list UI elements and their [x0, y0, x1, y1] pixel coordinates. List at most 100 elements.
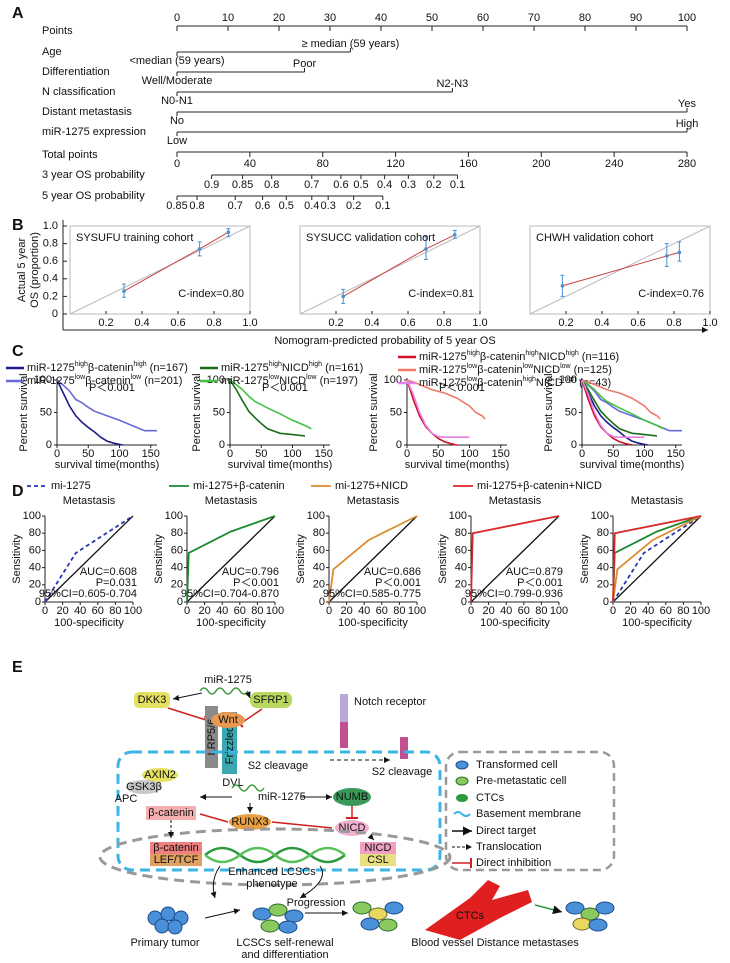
- legend-box: [444, 750, 616, 872]
- tick-label: 0.8: [666, 317, 681, 329]
- survival-curve: [581, 379, 661, 420]
- tick-label: 50: [213, 406, 225, 418]
- row-label: Points: [42, 25, 73, 37]
- tick-label: 20: [29, 579, 41, 591]
- node: [126, 780, 162, 794]
- axis-title: Sensitivity: [153, 534, 165, 584]
- tick-label: 20: [482, 605, 494, 617]
- survival-curve: [581, 379, 664, 430]
- tick-label: 40: [455, 562, 467, 574]
- point: [560, 284, 565, 288]
- tick-label: 0: [184, 605, 190, 617]
- tick-label: 20: [597, 579, 609, 591]
- c-index: C-index=0.80: [178, 288, 244, 300]
- tick-label: 100: [408, 605, 426, 617]
- node: [333, 788, 371, 806]
- tick-label: 0.6: [333, 179, 348, 191]
- tick-label: 0: [461, 596, 467, 608]
- legend-text: miR-1275: [221, 362, 269, 374]
- tick-label: 0.2: [98, 317, 113, 329]
- legend-label: mi-1275+NICD: [335, 480, 408, 492]
- cell: [572, 917, 592, 931]
- reference-line: [612, 515, 702, 603]
- panel-label: B: [12, 217, 24, 234]
- tick-label: 0.3: [321, 200, 336, 212]
- tick-label: 20: [273, 12, 285, 24]
- tick-label: 80: [109, 605, 121, 617]
- legend-label: miR-1275highβ-cateninhighNICDhigh (n=116…: [419, 350, 619, 363]
- tick-label: 0: [571, 439, 577, 451]
- mirna-icon: [231, 784, 265, 792]
- tick-label: 100: [692, 605, 710, 617]
- cell: [384, 901, 404, 915]
- label: NUMB: [336, 791, 368, 803]
- tick-label: 0.7: [228, 200, 243, 212]
- arrow: [210, 865, 221, 899]
- reference-line: [529, 225, 711, 315]
- tick-label: 100: [559, 374, 577, 386]
- tick-label: 0: [174, 12, 180, 24]
- row-label: Age: [42, 46, 62, 58]
- level-label: N2-N3: [437, 78, 469, 90]
- tick-label: 100: [23, 510, 41, 522]
- arrow: [534, 904, 563, 915]
- tick-label: 0.7: [304, 179, 319, 191]
- tick-label: 30: [324, 12, 336, 24]
- tick-label: 100: [591, 510, 609, 522]
- tick-label: 150: [315, 448, 333, 460]
- tick-label: 80: [251, 605, 263, 617]
- tick-label: 40: [244, 158, 256, 170]
- tick-label: 0: [468, 605, 474, 617]
- tick-label: 20: [624, 605, 636, 617]
- point: [341, 294, 346, 299]
- survival-curve: [56, 379, 123, 446]
- tick-label: 40: [500, 605, 512, 617]
- cell: [252, 907, 272, 921]
- reference-line: [470, 515, 560, 603]
- level-label: No: [170, 115, 184, 127]
- cell: [260, 919, 280, 933]
- tick-label: 0.2: [43, 290, 58, 302]
- blood-vessel: [425, 880, 532, 940]
- legend-text: high: [269, 361, 282, 368]
- legend-text: (n=43): [576, 377, 611, 389]
- tick-label: 20: [340, 605, 352, 617]
- legend-text: β-catenin: [88, 362, 133, 374]
- cell: [268, 903, 288, 917]
- legend-label: miR-1275highNICDhigh (n=161): [221, 361, 363, 374]
- label: miR-1275: [204, 674, 252, 686]
- legend-text: β-catenin: [85, 375, 130, 387]
- reference-line: [44, 515, 134, 603]
- tick-label: 1.0: [472, 317, 487, 329]
- axis-title: Percent survival: [368, 373, 380, 451]
- plot-title: Metastasis: [489, 495, 542, 507]
- tick-label: 100: [266, 605, 284, 617]
- axis-title: OS (proportion): [29, 232, 41, 308]
- tick-label: 0.2: [328, 317, 343, 329]
- tick-label: 100: [307, 510, 325, 522]
- axis-title: 100-specificity: [622, 617, 692, 629]
- legend-label: miR-1275lowβ-cateninlow (n=201): [27, 374, 182, 387]
- legend-text: miR-1275: [221, 375, 269, 387]
- tick-label: 150: [142, 448, 160, 460]
- tick-label: 160: [459, 158, 477, 170]
- legend-label: CTCs: [476, 792, 505, 804]
- roc-curve: [186, 515, 276, 603]
- point: [677, 250, 682, 255]
- stat-label: AUC=0.879: [506, 566, 563, 578]
- plot-frame: [299, 225, 481, 315]
- plot-title: Metastasis: [63, 495, 116, 507]
- tick-label: 0: [603, 596, 609, 608]
- row-label: 5 year OS probability: [42, 190, 145, 202]
- tick-label: 150: [667, 448, 685, 460]
- label: Notch receptor: [354, 696, 426, 708]
- roc-curve: [44, 515, 134, 603]
- stat-label: 95%CI=0.605-0.704: [39, 588, 137, 600]
- row-label: 3 year OS probability: [42, 169, 145, 181]
- cell: [278, 920, 298, 934]
- level-label: ≥ median (59 years): [302, 38, 400, 50]
- tick-label: 0.6: [630, 317, 645, 329]
- cell-cluster: [147, 906, 189, 935]
- label: Blood vessel Distance metastases: [411, 937, 579, 949]
- axis-title: Sensitivity: [295, 534, 307, 584]
